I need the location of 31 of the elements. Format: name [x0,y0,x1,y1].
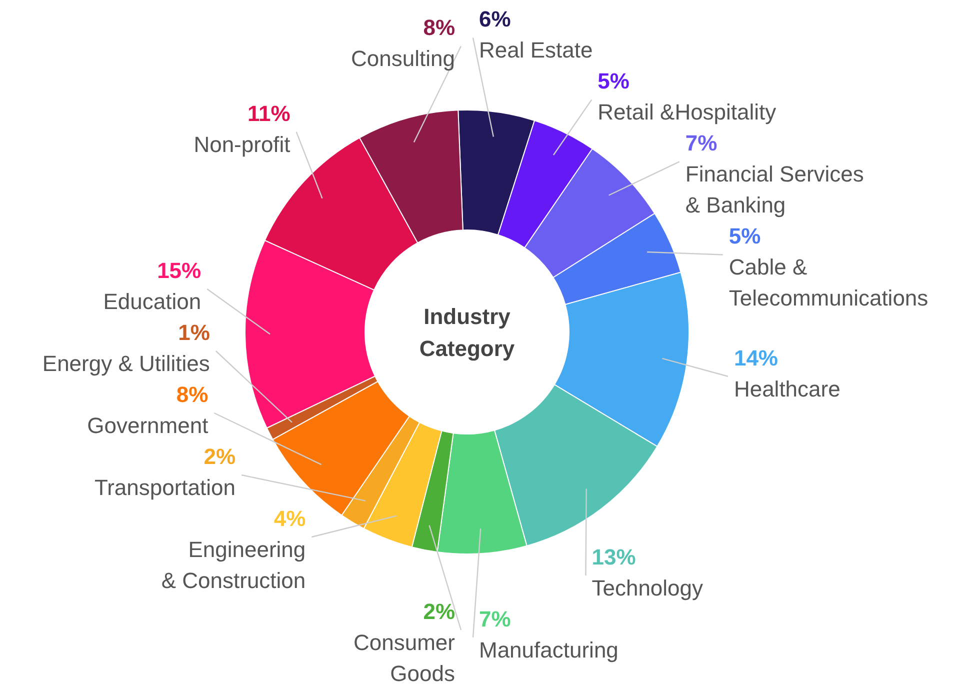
slice-label: Financial Services & Banking [685,162,864,218]
slice-label: Education [103,289,202,314]
slice-label: Energy & Utilities [42,351,210,376]
slice-label: Technology [592,575,704,600]
data-label: 8% [176,382,208,407]
slice-label: Transportation [94,475,236,500]
data-label: 11% [247,100,290,126]
slice-label: Retail &Hospitality [598,100,776,125]
data-label: 13% [592,544,636,570]
data-label: 1% [178,320,210,345]
slice-label: Consulting [351,46,455,72]
data-label: 5% [728,224,761,249]
slice-label: Engineering & Construction [161,537,306,593]
data-label: 8% [423,15,455,40]
data-label: 2% [204,444,236,469]
text: Industry Category [419,304,516,361]
slice-label: Healthcare [734,376,840,402]
data-label: 7% [479,606,511,632]
slice-label: Cable & Telecommunications [728,254,928,311]
data-label: 7% [685,130,718,156]
slice-label: Manufacturing [479,637,618,662]
data-label: 15% [157,258,202,283]
slice-label: Consumer Goods [354,630,455,686]
data-label: 4% [274,506,306,531]
data-label: 14% [734,345,778,370]
slice-label: Non-profit [194,132,290,157]
data-label: 5% [598,68,630,94]
data-label: 6% [479,6,511,32]
slice-label: Government [87,413,208,438]
data-label: 2% [423,599,455,624]
slice-label: Real Estate [479,38,593,63]
